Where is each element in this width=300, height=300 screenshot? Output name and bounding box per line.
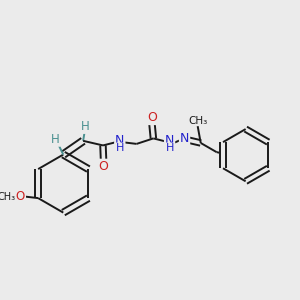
Text: CH₃: CH₃: [0, 193, 16, 202]
Text: H: H: [51, 133, 60, 146]
Text: O: O: [16, 190, 25, 203]
Text: N: N: [165, 134, 174, 147]
Text: N: N: [180, 132, 189, 145]
Text: H: H: [116, 143, 124, 154]
Text: N: N: [115, 134, 124, 147]
Text: H: H: [81, 120, 90, 133]
Text: H: H: [165, 143, 174, 154]
Text: O: O: [147, 111, 157, 124]
Text: CH₃: CH₃: [188, 116, 207, 126]
Text: O: O: [99, 160, 109, 173]
